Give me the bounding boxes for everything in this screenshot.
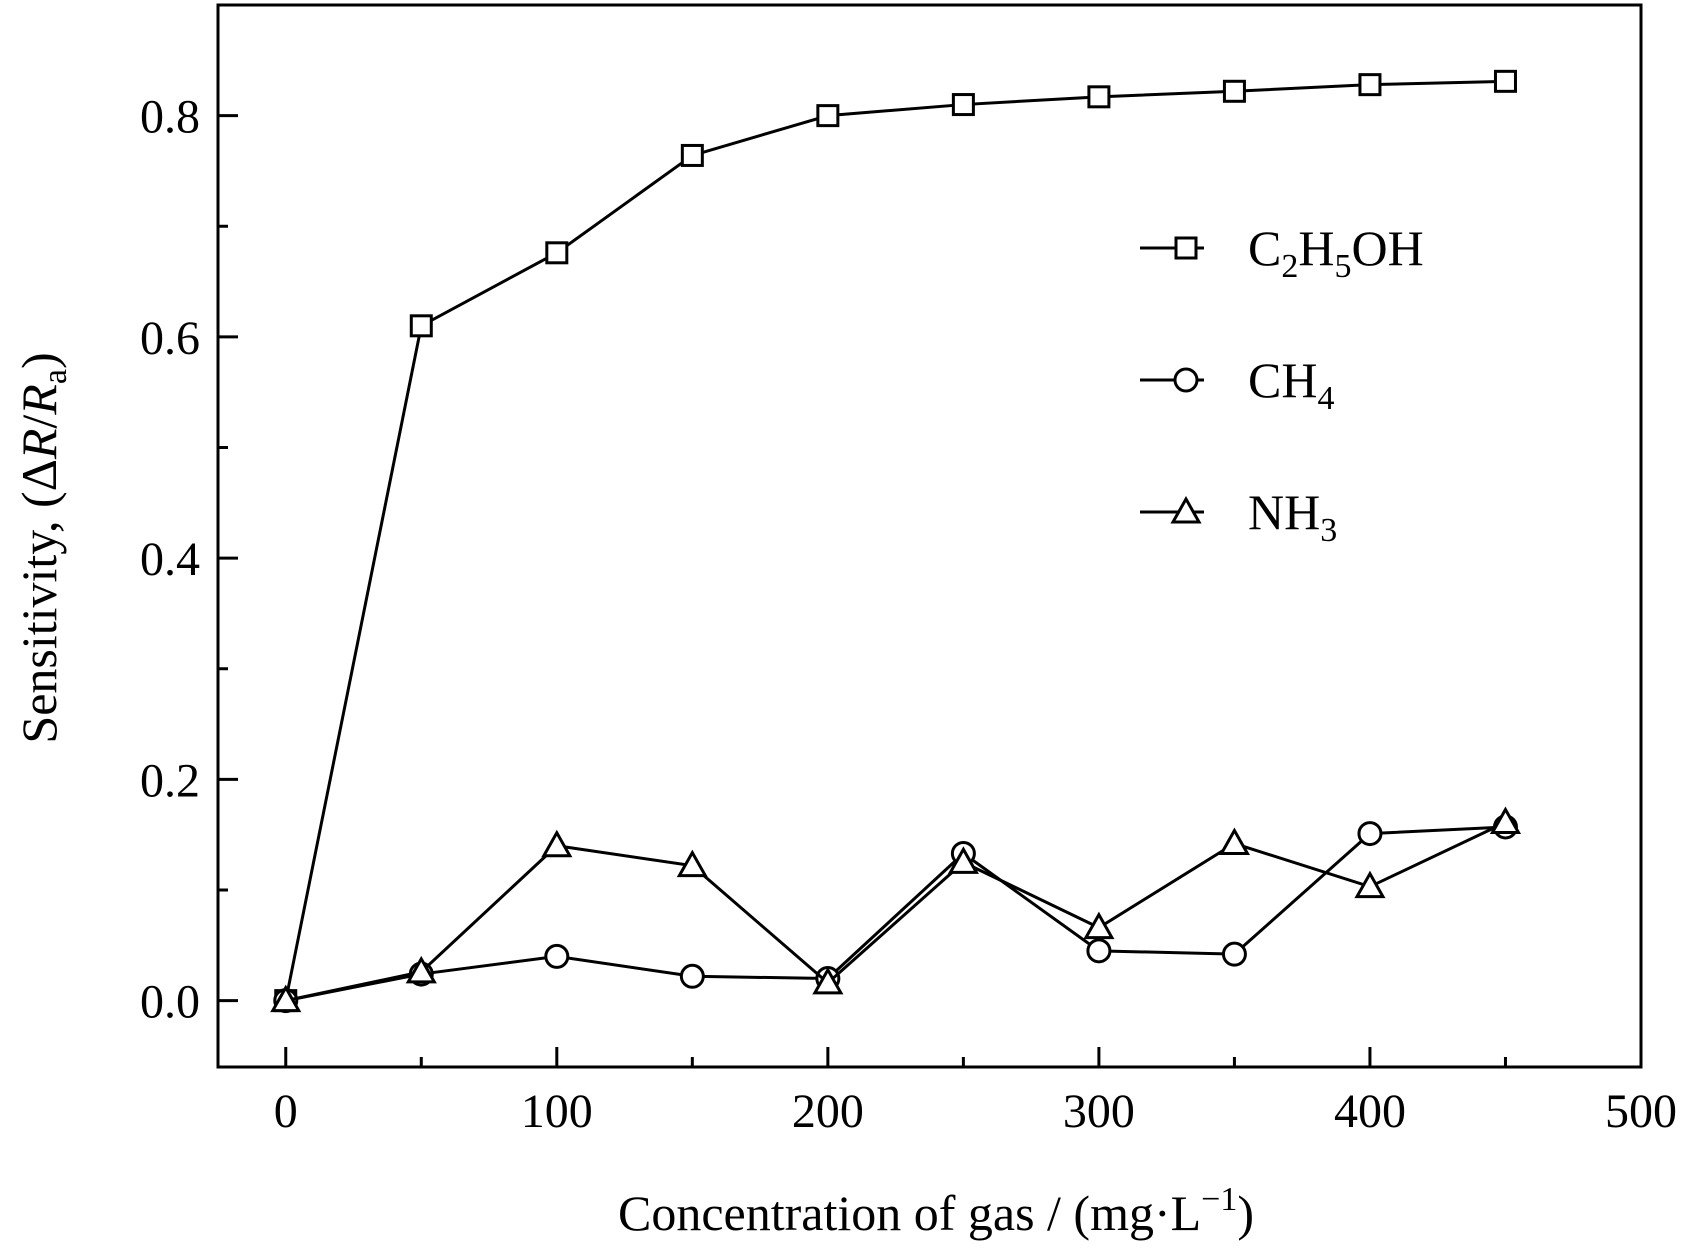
data-point-square: [816, 104, 840, 128]
data-point-circle: [1357, 821, 1383, 847]
legend-item-circle: CH4: [1140, 352, 1334, 417]
series-line-circle: [285, 825, 1506, 1003]
y-tick-label: 0.4: [140, 533, 200, 586]
axis-ticks: 0.0 0.2 0.4 0.6 0.8 0 100 200 300 400 500: [140, 3, 1677, 1138]
data-point-square: [409, 314, 433, 338]
data-point-circle: [1221, 941, 1247, 967]
y-tick-label: 0.0: [140, 976, 200, 1029]
data-point-circle: [679, 963, 705, 989]
data-point-square: [545, 241, 569, 265]
x-tick-label: 0: [274, 1085, 298, 1138]
data-point-square: [1493, 69, 1517, 93]
series-layer: [270, 69, 1522, 1014]
legend-label: NH3: [1248, 484, 1337, 549]
legend-label: CH4: [1248, 352, 1334, 417]
series-triangle: [270, 806, 1522, 1013]
data-point-circle: [544, 943, 570, 969]
data-point-triangle: [1489, 806, 1522, 835]
data-point-triangle: [1083, 911, 1115, 940]
y-tick-label: 0.6: [140, 312, 200, 365]
series-square: [274, 69, 1517, 1013]
series-line-triangle: [285, 821, 1507, 1003]
data-point-triangle: [270, 984, 302, 1013]
legend-label: C2H5OH: [1248, 220, 1424, 285]
plot-frame: [216, 3, 1643, 1069]
series-line-square: [284, 79, 1506, 1001]
legend-item-square: C2H5OH: [1140, 220, 1424, 285]
y-tick-label: 0.2: [140, 754, 200, 807]
data-point-square: [1358, 73, 1382, 97]
x-tick-label: 300: [1063, 1085, 1135, 1138]
x-tick-label: 200: [792, 1085, 864, 1138]
data-point-square: [951, 93, 975, 117]
series-circle: [273, 814, 1518, 1014]
x-tick-label: 400: [1334, 1085, 1406, 1138]
legend-marker-square: [1174, 236, 1198, 260]
legend: C2H5OH CH4 NH3: [1140, 220, 1424, 549]
data-point-triangle: [676, 849, 708, 878]
x-tick-label: 500: [1605, 1085, 1677, 1138]
data-point-circle: [1086, 938, 1112, 964]
data-point-square: [680, 143, 704, 167]
data-point-square: [1087, 85, 1111, 109]
y-axis-label: Sensitivity, (ΔR/Ra): [11, 352, 74, 743]
data-point-triangle: [947, 846, 979, 874]
x-axis-label: Concentration of gas / (mg·L−1): [618, 1181, 1254, 1241]
legend-marker-triangle: [1170, 495, 1202, 524]
data-point-square: [1222, 79, 1246, 103]
data-point-triangle: [1354, 870, 1386, 899]
data-point-triangle: [541, 829, 573, 858]
data-point-triangle: [812, 966, 844, 995]
x-tick-label: 100: [521, 1085, 593, 1138]
data-point-triangle: [405, 955, 437, 984]
legend-item-triangle: NH3: [1140, 484, 1337, 549]
legend-marker-circle: [1173, 367, 1199, 393]
data-point-triangle: [1218, 827, 1250, 856]
y-tick-label: 0.8: [140, 91, 200, 144]
